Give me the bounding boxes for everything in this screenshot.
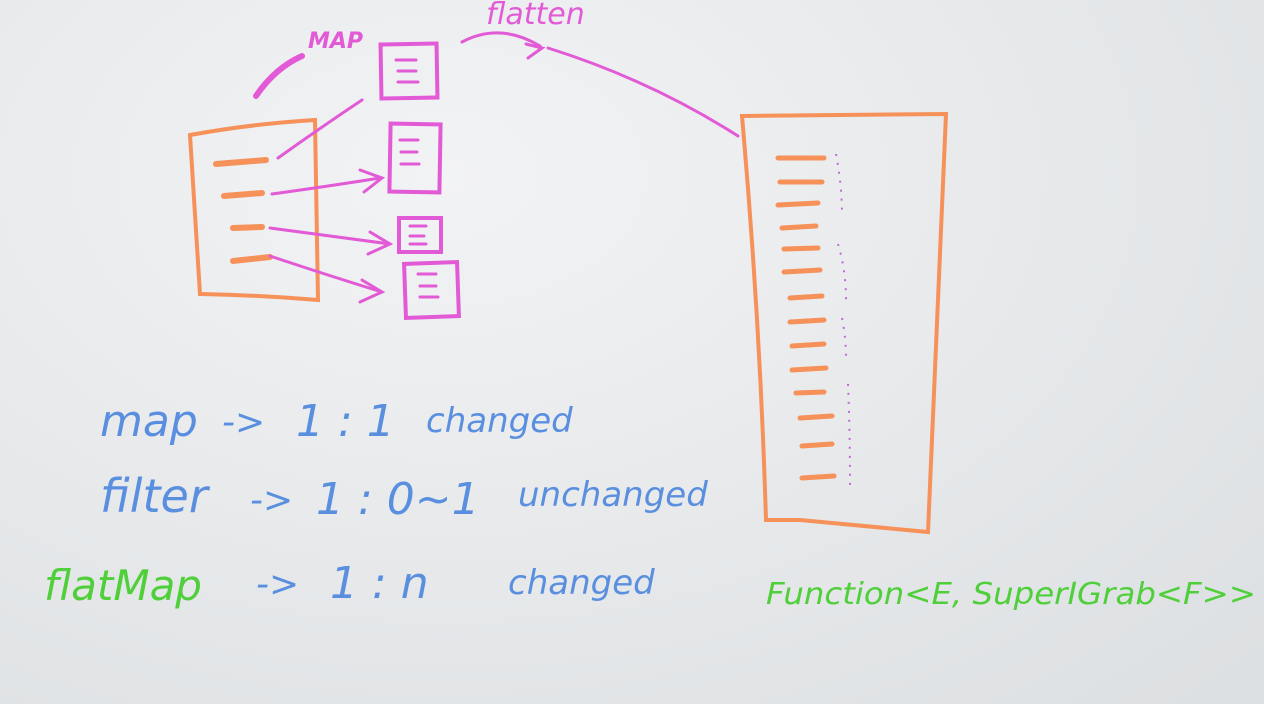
note-flatmap-ratio: 1 : n: [330, 558, 429, 609]
note-map-ratio: 1 : 1: [296, 396, 395, 447]
note-filter: filter -> 1 : 0~1 unchanged: [100, 469, 708, 525]
note-flatmap: flatMap -> 1 : n changed: [44, 558, 655, 610]
function-signature: Function<E, SuperIGrab<F>>: [766, 577, 1256, 612]
group-dividers: [835, 153, 851, 489]
note-map-arrow: ->: [222, 402, 265, 443]
note-filter-effect: unchanged: [518, 475, 708, 515]
flattened-list: [739, 111, 949, 535]
note-map-op: map: [100, 396, 198, 447]
note-filter-arrow: ->: [250, 480, 293, 521]
map-arrows: [253, 53, 394, 304]
note-map-effect: changed: [426, 401, 573, 441]
note-flatmap-op: flatMap: [44, 561, 202, 610]
flatten-label: flatten: [486, 0, 585, 32]
flatten-arrow: [460, 31, 740, 138]
note-map: map -> 1 : 1 changed: [100, 396, 573, 447]
source-list: [187, 117, 321, 303]
mapped-sublists: [378, 41, 461, 320]
note-flatmap-arrow: ->: [256, 564, 299, 605]
map-label: MAP: [308, 29, 363, 54]
note-filter-ratio: 1 : 0~1: [316, 474, 480, 525]
note-filter-op: filter: [100, 469, 211, 523]
note-flatmap-effect: changed: [508, 563, 655, 603]
